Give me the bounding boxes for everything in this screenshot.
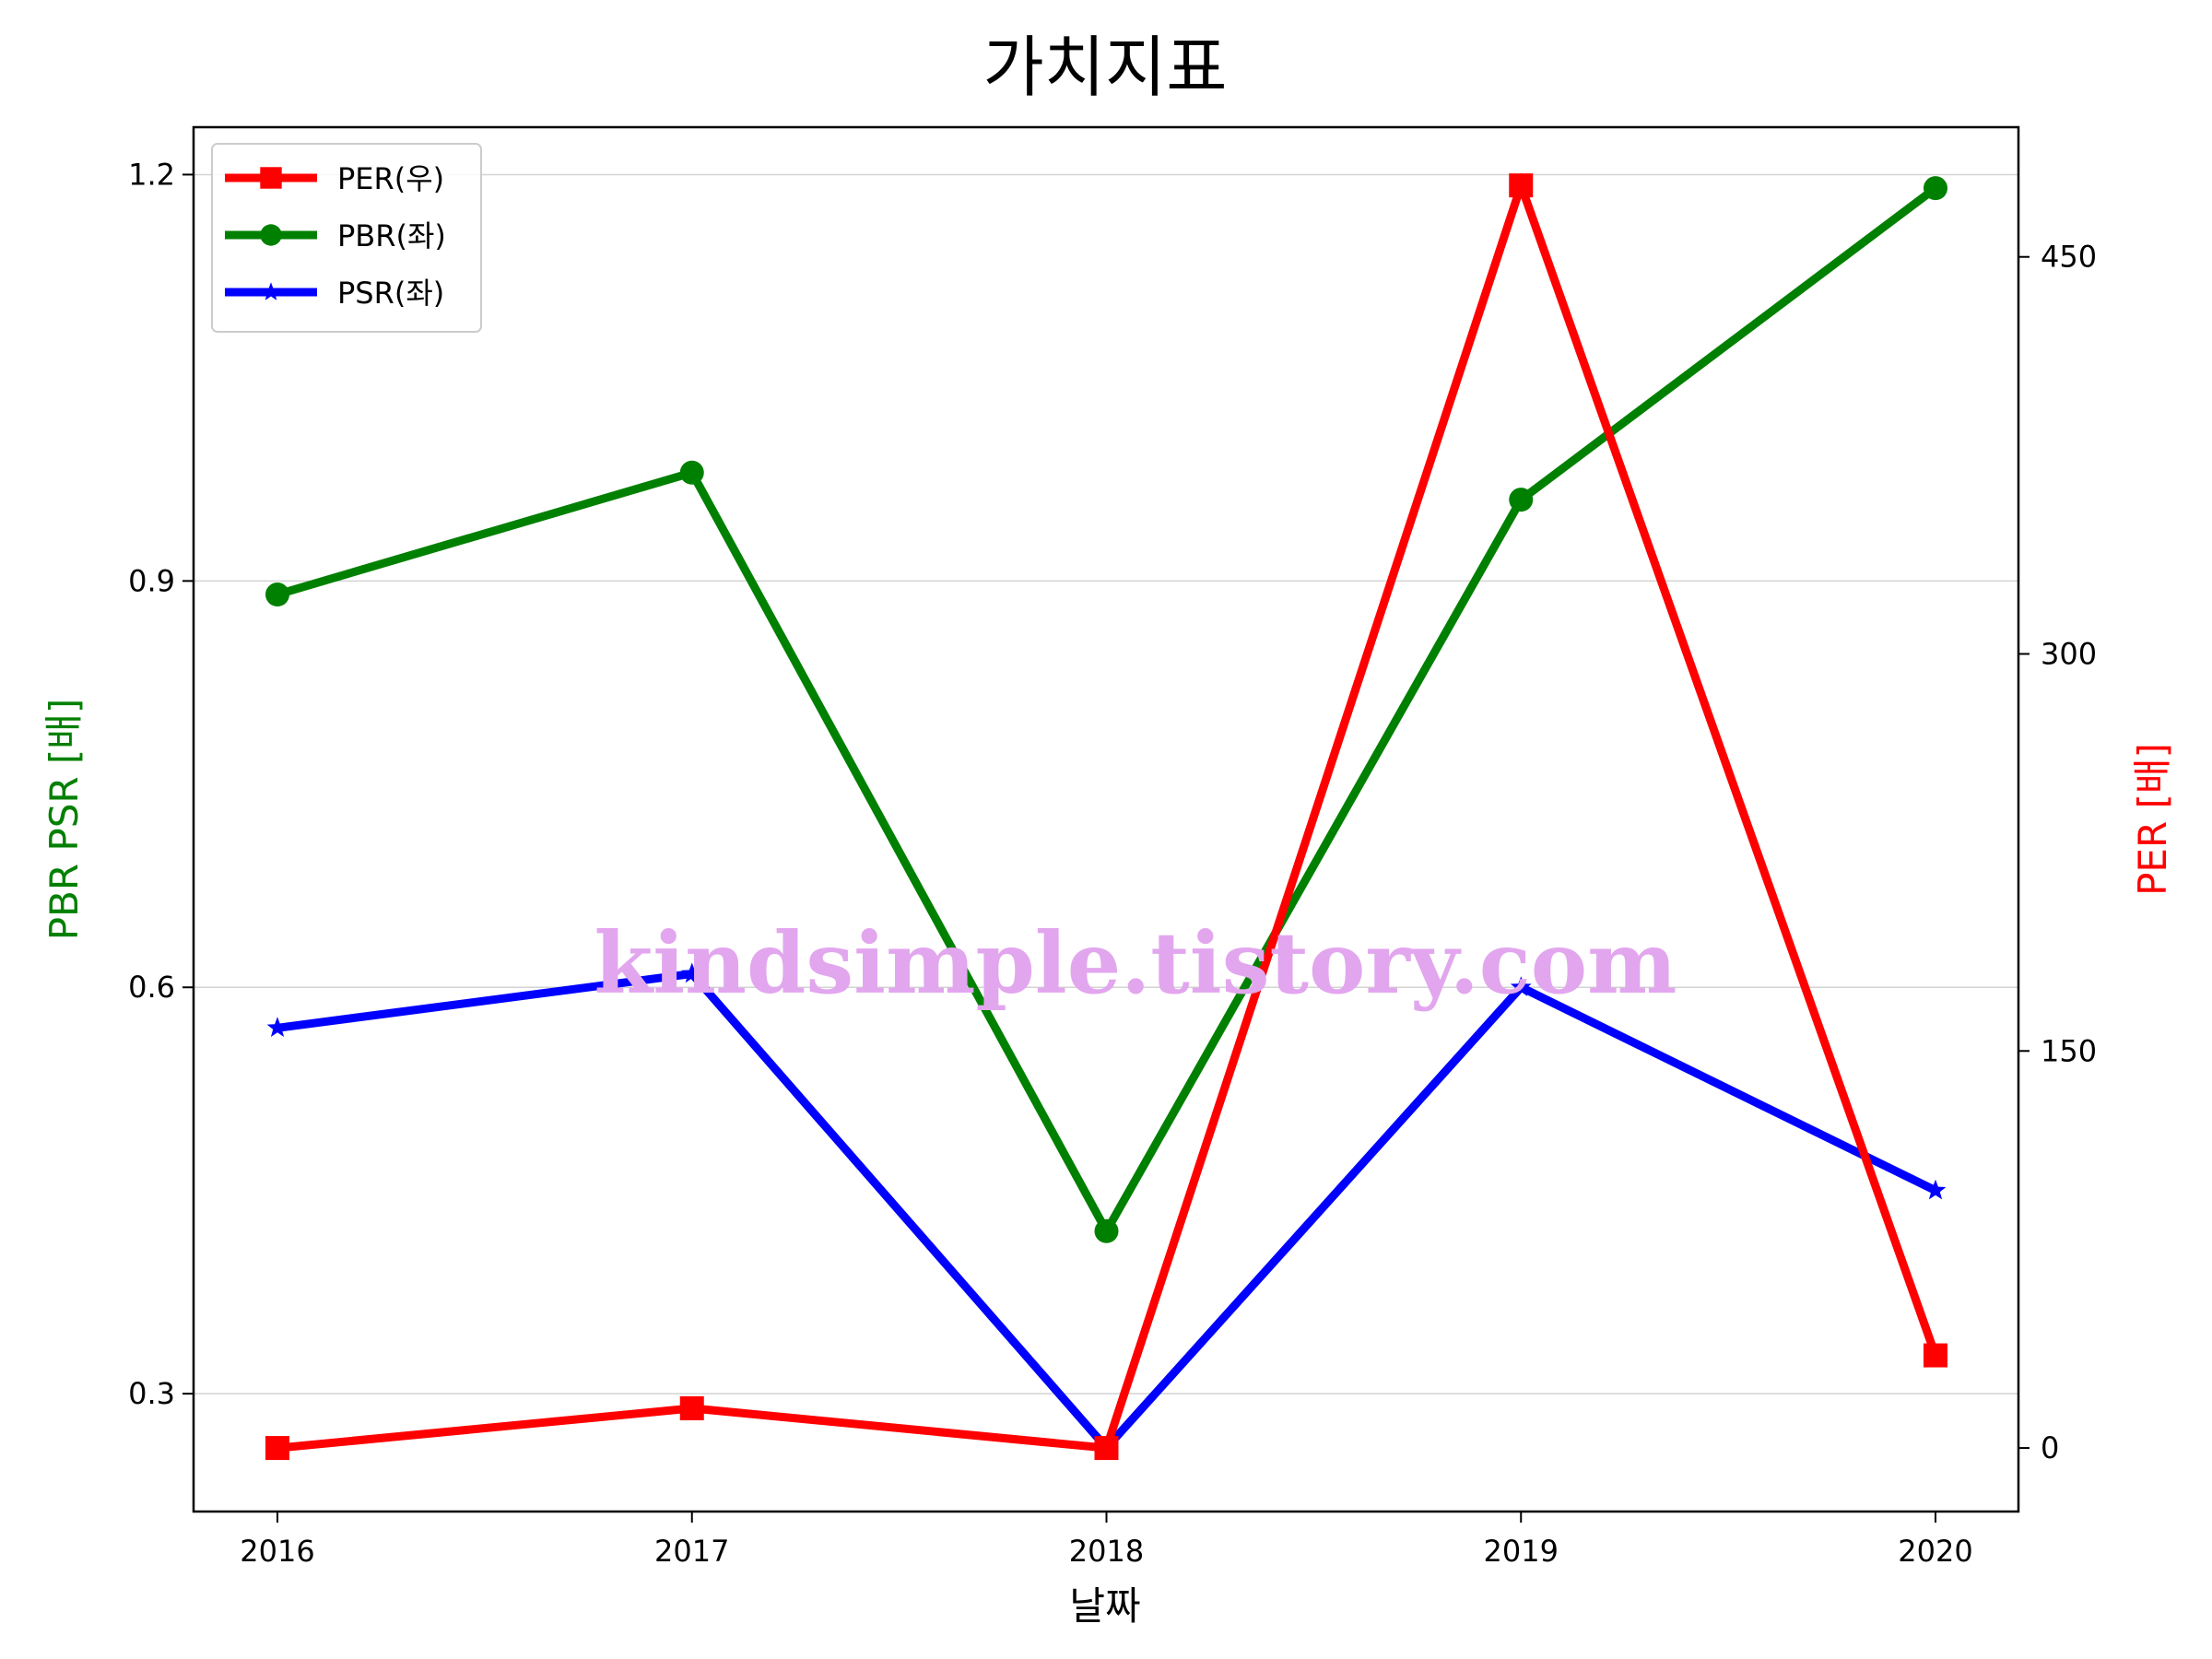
right-y-axis-label: PER [배] [2130,743,2175,896]
per-series [265,172,1947,1461]
x-tick-label: 2017 [654,1534,729,1569]
left-y-tick-label: 0.6 [128,970,175,1005]
psr-point [1510,976,1532,996]
legend-marker-pbr [260,224,282,246]
right-y-tick-label: 300 [2041,637,2097,672]
legend-label-psr: PSR(좌) [337,276,444,311]
per-point [679,1395,704,1420]
per-point [1094,1436,1119,1461]
per-point [1924,1343,1947,1368]
x-tick-label: 2016 [240,1534,314,1569]
legend: PER(우) PBR(좌) PSR(좌) [211,143,482,333]
pbr-point [265,582,289,607]
legend-marker-psr [261,282,281,300]
legend-items: PER(우) PBR(좌) PSR(좌) [225,161,446,311]
x-tick-label: 2020 [1898,1534,1972,1569]
watermark: kindsimple.tistory.com [594,913,1677,1013]
psr-series [266,962,1947,1457]
psr-point [681,962,703,983]
legend-label-per: PER(우) [337,161,444,196]
left-y-tick-label: 0.9 [128,563,175,598]
chart-title: 가치지표 [983,29,1228,106]
left-y-tick-label: 0.3 [128,1376,175,1411]
axis-layer: 0.3 0.6 0.9 1.2 0 150 300 450 2016 2017 2018 2019 20… [128,157,2097,1569]
x-axis-label: 날짜 [1069,1583,1140,1629]
pbr-series [265,176,1947,1243]
left-y-tick-label: 1.2 [128,157,175,192]
legend-marker-per [260,167,282,189]
psr-line [276,969,1937,1454]
psr-point [266,1017,288,1037]
left-y-axis-label: PBR PSR [배] [41,699,87,941]
pbr-point [679,460,704,485]
x-tick-label: 2019 [1484,1534,1559,1569]
x-tick-label: 2018 [1069,1534,1144,1569]
per-point [265,1436,289,1461]
legend-label-pbr: PBR(좌) [337,218,446,253]
right-y-tick-label: 150 [2041,1033,2097,1068]
series-layer [265,172,1947,1461]
right-y-tick-label: 450 [2041,240,2097,275]
pbr-point [1924,176,1947,201]
pbr-line [276,184,1938,1241]
per-point [1509,173,1534,198]
legend-box [211,143,482,333]
pbr-point [1094,1218,1119,1243]
pbr-point [1509,488,1534,512]
psr-point [1924,1179,1947,1200]
right-y-tick-label: 0 [2041,1430,2059,1465]
grid-lines [194,173,2018,1394]
